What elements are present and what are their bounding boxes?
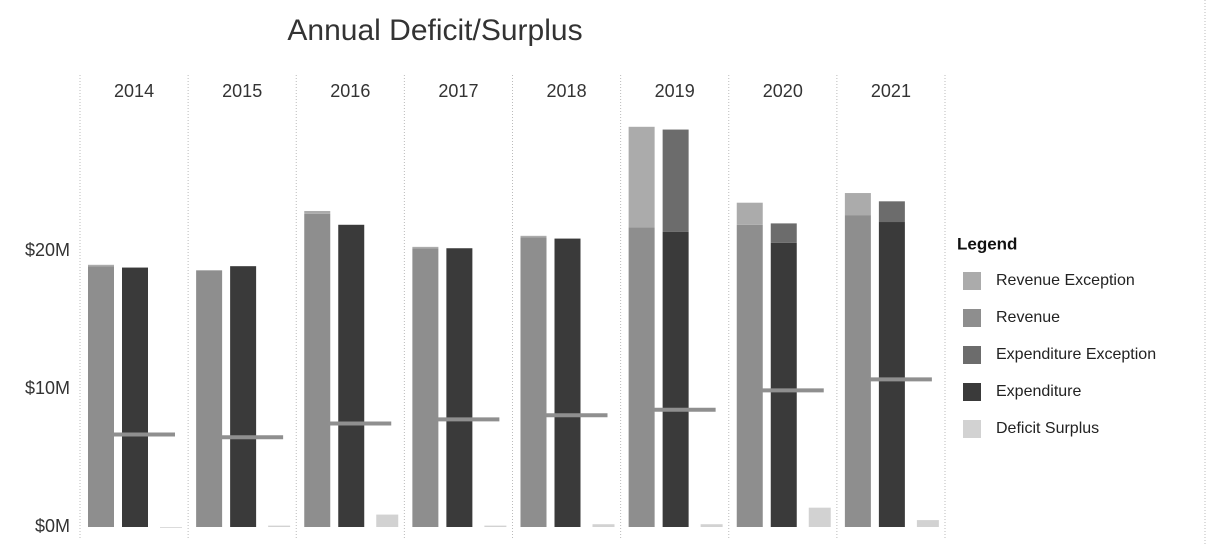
legend-label: Expenditure (996, 383, 1081, 400)
bar-segment (520, 235, 547, 238)
bar-segment (88, 266, 114, 527)
bar-segment (304, 210, 331, 214)
x-tick-label: 2014 (114, 81, 154, 101)
bar-segment (412, 248, 439, 528)
x-tick-label: 2019 (655, 81, 695, 101)
bar-segment (304, 213, 331, 528)
bar-segment (916, 520, 939, 527)
x-tick-label: 2015 (222, 81, 262, 101)
bar-segment (268, 525, 291, 527)
bar-segment (662, 129, 689, 232)
legend-swatch (963, 346, 981, 364)
legend-label: Revenue Exception (996, 272, 1135, 289)
x-tick-label: 2018 (547, 81, 587, 101)
legend-swatch (963, 272, 981, 290)
bar-segment (376, 514, 399, 527)
legend-swatch (963, 309, 981, 327)
x-tick-label: 2020 (763, 81, 803, 101)
bar-segment (230, 266, 257, 527)
x-tick-label: 2021 (871, 81, 911, 101)
y-tick-label: $10M (25, 378, 70, 398)
bar-segment (338, 224, 365, 527)
bar-segment (554, 238, 581, 527)
bar-segment (808, 507, 831, 527)
bar-segment (878, 201, 905, 223)
legend-swatch (963, 420, 981, 438)
bar-segment (628, 227, 655, 528)
chart-title: Annual Deficit/Surplus (287, 14, 582, 47)
bar-segment (700, 524, 723, 527)
y-tick-label: $0M (35, 516, 70, 536)
bar-segment (770, 242, 797, 527)
bar-segment (736, 202, 763, 225)
bar-segment (122, 267, 148, 527)
bar-segment (446, 248, 473, 528)
bar-segment (592, 524, 615, 527)
bar-segment (736, 224, 763, 527)
x-tick-label: 2016 (330, 81, 370, 101)
bar-segment (196, 270, 223, 527)
bar-segment (88, 264, 114, 267)
bar-segment (628, 126, 655, 228)
legend-label: Revenue (996, 309, 1060, 326)
bar-segment (520, 237, 547, 527)
legend-label: Expenditure Exception (996, 346, 1156, 363)
bar-segment (160, 527, 182, 528)
bar-segment (770, 223, 797, 243)
bar-segment (484, 525, 507, 527)
bar-segment (662, 231, 689, 527)
legend-label: Deficit Surplus (996, 420, 1099, 437)
bar-segment (412, 246, 439, 249)
bar-segment (878, 222, 905, 527)
y-tick-label: $20M (25, 240, 70, 260)
legend-swatch (963, 383, 981, 401)
bar-segment (844, 193, 871, 216)
x-tick-label: 2017 (438, 81, 478, 101)
bar-segment (844, 215, 871, 527)
legend-title: Legend (957, 234, 1017, 253)
